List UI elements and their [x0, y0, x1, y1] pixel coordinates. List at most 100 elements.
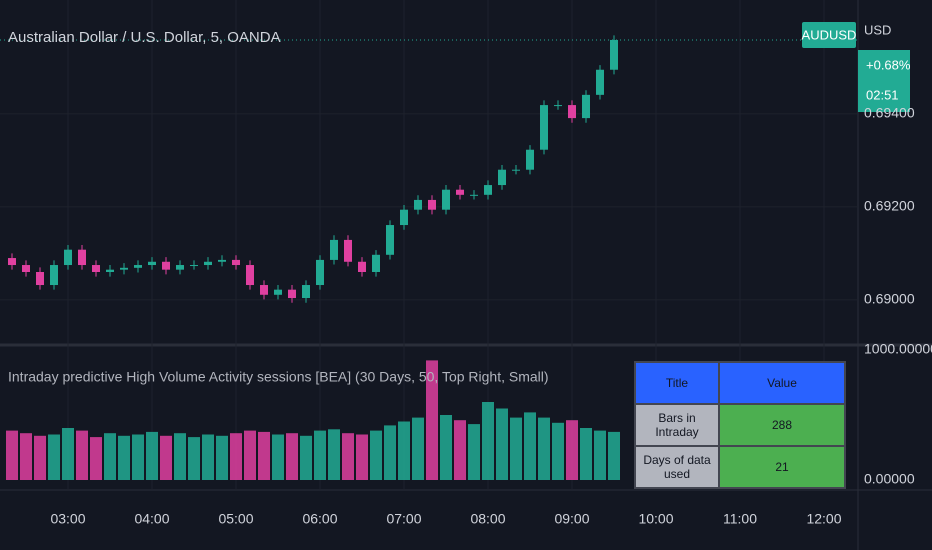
header-cell: Value: [718, 361, 846, 405]
volume-bar: [258, 431, 270, 480]
candle-body: [64, 249, 72, 266]
candle-body: [148, 261, 156, 266]
change-label: +0.68%: [866, 57, 911, 72]
volume-bar: [48, 434, 60, 480]
volume-bar: [552, 422, 564, 480]
candle-body: [162, 261, 170, 270]
candle-body: [120, 267, 128, 270]
candle-body: [316, 259, 324, 286]
volume-bar: [440, 415, 452, 480]
volume-bar: [370, 430, 382, 480]
volume-bar: [468, 424, 480, 480]
candle-body: [78, 249, 86, 266]
volume-bar: [90, 437, 102, 480]
volume-bar: [398, 421, 410, 480]
candle-body: [22, 265, 30, 273]
volume-bar: [216, 435, 228, 480]
candle-body: [232, 259, 240, 266]
candle-body: [582, 94, 590, 119]
x-tick-label: 04:00: [134, 511, 169, 527]
volume-bar: [272, 434, 284, 480]
marks: [0, 35, 858, 480]
candle-body: [484, 185, 492, 195]
candle-body: [456, 189, 464, 195]
volume-bar: [34, 435, 46, 480]
volume-bar: [524, 412, 536, 480]
volume-bar: [510, 417, 522, 480]
candle-body: [274, 289, 282, 295]
candle-body: [302, 285, 310, 299]
candle-body: [190, 265, 198, 267]
table-row: Bars in Intraday 288: [634, 403, 846, 447]
volume-bar: [608, 431, 620, 480]
candle-body: [428, 199, 436, 210]
candle-body: [512, 169, 520, 171]
table-header: Title Value: [634, 361, 846, 405]
indicator-title: Intraday predictive High Volume Activity…: [8, 369, 549, 385]
candle-body: [442, 189, 450, 210]
candle-body: [554, 105, 562, 107]
candle-body: [246, 265, 254, 286]
candle-body: [358, 261, 366, 273]
candle-body: [400, 209, 408, 226]
y-tick-label: 0.69400: [864, 105, 915, 121]
x-tick-label: 05:00: [218, 511, 253, 527]
candle-body: [568, 105, 576, 119]
volume-bar: [566, 420, 578, 480]
x-tick-label: 08:00: [470, 511, 505, 527]
volume-bar: [62, 428, 74, 480]
volume-bar: [244, 430, 256, 480]
volume-bar: [202, 434, 214, 480]
candle-body: [106, 269, 114, 273]
volume-bar: [538, 417, 550, 480]
volume-bar: [342, 433, 354, 480]
volume-bar: [496, 408, 508, 480]
y-tick-label: 0.69000: [864, 291, 915, 307]
volume-bar: [482, 402, 494, 480]
candle-body: [288, 289, 296, 299]
candle-body: [50, 265, 58, 286]
candle-body: [218, 259, 226, 262]
candle-body: [610, 39, 618, 70]
candle-body: [134, 265, 142, 268]
candle-body: [526, 149, 534, 170]
volume-bar: [300, 435, 312, 480]
candle-body: [330, 239, 338, 260]
price-tag: [858, 50, 910, 112]
volume-bar: [230, 433, 242, 480]
countdown-label: 02:51: [866, 87, 899, 102]
symbol-tag: [802, 22, 856, 48]
currency-label: USD: [864, 22, 891, 37]
candle-body: [540, 105, 548, 150]
volume-bar: [426, 360, 438, 480]
volume-bar: [356, 434, 368, 480]
info-table: Title Value Bars in Intraday 288 Days of…: [634, 361, 846, 489]
x-tick-label: 12:00: [806, 511, 841, 527]
volume-bar: [454, 420, 466, 480]
x-tick-label: 07:00: [386, 511, 421, 527]
x-tick-label: 06:00: [302, 511, 337, 527]
candle-body: [8, 258, 16, 266]
row-value: 21: [718, 445, 846, 489]
volume-bar: [188, 437, 200, 480]
x-tick-label: 10:00: [638, 511, 673, 527]
y-tick-label: 0.69200: [864, 198, 915, 214]
volume-bar: [594, 430, 606, 480]
candle-body: [470, 194, 478, 196]
table-row: Days of data used 21: [634, 445, 846, 489]
x-tick-label: 03:00: [50, 511, 85, 527]
candle-body: [92, 265, 100, 273]
volume-bar: [118, 435, 130, 480]
x-tick-label: 09:00: [554, 511, 589, 527]
volume-bar: [20, 433, 32, 480]
candle-body: [498, 169, 506, 186]
candle-body: [414, 199, 422, 210]
volume-bar: [160, 435, 172, 480]
symbol-label: AUDUSD: [802, 27, 857, 42]
volume-bar: [104, 433, 116, 480]
row-value: 288: [718, 403, 846, 447]
candle-body: [596, 69, 604, 95]
y-tick-label: 0.00000: [864, 471, 915, 487]
